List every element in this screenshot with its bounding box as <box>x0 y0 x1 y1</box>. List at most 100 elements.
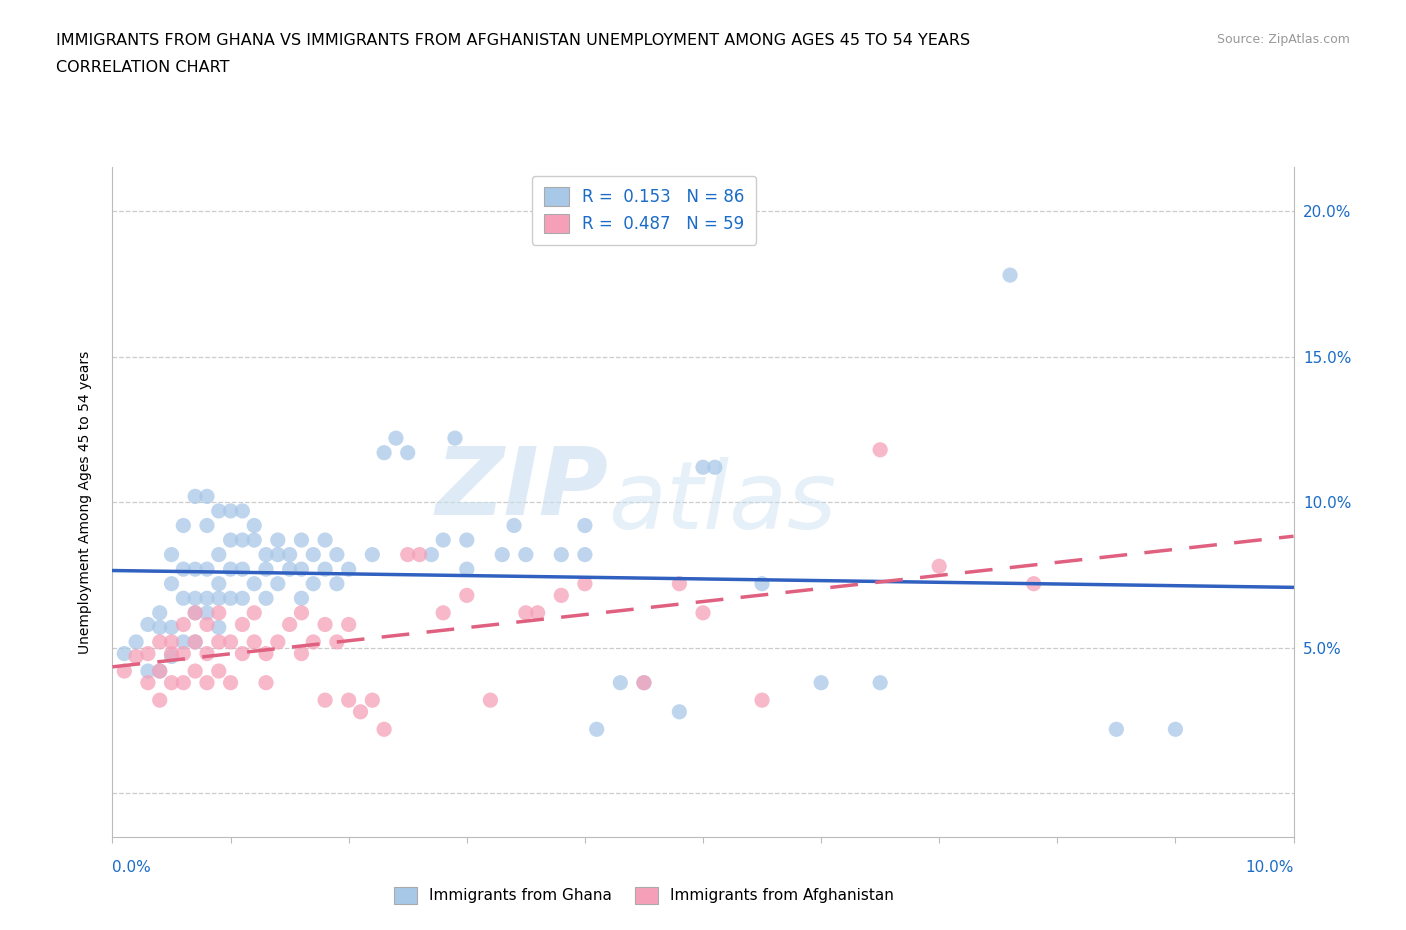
Point <box>278 562 301 577</box>
Point <box>208 577 231 591</box>
Text: Source: ZipAtlas.com: Source: ZipAtlas.com <box>1216 33 1350 46</box>
Point <box>160 577 183 591</box>
Point <box>231 617 253 631</box>
Point <box>184 634 207 649</box>
Point <box>1022 577 1045 591</box>
Point <box>219 675 242 690</box>
Point <box>254 675 277 690</box>
Point <box>136 675 159 690</box>
Point <box>125 649 148 664</box>
Point <box>208 620 231 635</box>
Point <box>172 617 194 631</box>
Point <box>668 577 690 591</box>
Point <box>254 646 277 661</box>
Point <box>751 693 773 708</box>
Point <box>160 547 183 562</box>
Point <box>692 459 714 474</box>
Point <box>290 562 312 577</box>
Point <box>456 588 478 603</box>
Point <box>160 649 183 664</box>
Point <box>503 518 526 533</box>
Point <box>136 664 159 679</box>
Point <box>184 605 207 620</box>
Point <box>550 547 572 562</box>
Point <box>550 588 572 603</box>
Point <box>184 605 207 620</box>
Point <box>810 675 832 690</box>
Point <box>574 577 596 591</box>
Point <box>302 577 325 591</box>
Point <box>208 664 231 679</box>
Point <box>112 646 135 661</box>
Point <box>928 559 950 574</box>
Point <box>195 675 218 690</box>
Point <box>160 634 183 649</box>
Point <box>290 605 312 620</box>
Point <box>172 518 194 533</box>
Point <box>456 562 478 577</box>
Point <box>479 693 502 708</box>
Point <box>195 489 218 504</box>
Point <box>208 547 231 562</box>
Point <box>420 547 443 562</box>
Point <box>243 577 266 591</box>
Point <box>585 722 607 737</box>
Point <box>254 562 277 577</box>
Point <box>184 562 207 577</box>
Point <box>408 547 430 562</box>
Text: 0.0%: 0.0% <box>112 860 152 875</box>
Point <box>609 675 631 690</box>
Point <box>136 646 159 661</box>
Point <box>302 634 325 649</box>
Point <box>574 547 596 562</box>
Point <box>515 547 537 562</box>
Point <box>231 503 253 518</box>
Point <box>219 533 242 548</box>
Point <box>149 634 172 649</box>
Point <box>149 605 172 620</box>
Point <box>254 591 277 605</box>
Point <box>267 533 290 548</box>
Point <box>195 518 218 533</box>
Point <box>373 445 395 460</box>
Point <box>267 547 290 562</box>
Point <box>998 268 1021 283</box>
Point <box>491 547 513 562</box>
Point <box>267 577 290 591</box>
Y-axis label: Unemployment Among Ages 45 to 54 years: Unemployment Among Ages 45 to 54 years <box>77 351 91 654</box>
Point <box>314 617 336 631</box>
Point <box>172 634 194 649</box>
Point <box>385 431 408 445</box>
Point <box>219 591 242 605</box>
Point <box>396 445 419 460</box>
Point <box>160 675 183 690</box>
Point <box>231 562 253 577</box>
Point <box>172 646 194 661</box>
Point <box>444 431 467 445</box>
Point <box>574 518 596 533</box>
Point <box>160 620 183 635</box>
Point <box>243 605 266 620</box>
Point <box>195 605 218 620</box>
Point <box>526 605 548 620</box>
Point <box>432 605 454 620</box>
Text: ZIP: ZIP <box>436 443 609 535</box>
Point <box>149 664 172 679</box>
Point <box>668 704 690 719</box>
Point <box>290 646 312 661</box>
Point <box>432 533 454 548</box>
Point <box>184 489 207 504</box>
Point <box>278 547 301 562</box>
Point <box>149 693 172 708</box>
Point <box>208 605 231 620</box>
Point <box>208 634 231 649</box>
Point <box>267 634 290 649</box>
Point <box>231 591 253 605</box>
Point <box>184 634 207 649</box>
Point <box>314 562 336 577</box>
Point <box>1164 722 1187 737</box>
Point <box>243 533 266 548</box>
Point <box>396 547 419 562</box>
Point <box>326 577 349 591</box>
Point <box>633 675 655 690</box>
